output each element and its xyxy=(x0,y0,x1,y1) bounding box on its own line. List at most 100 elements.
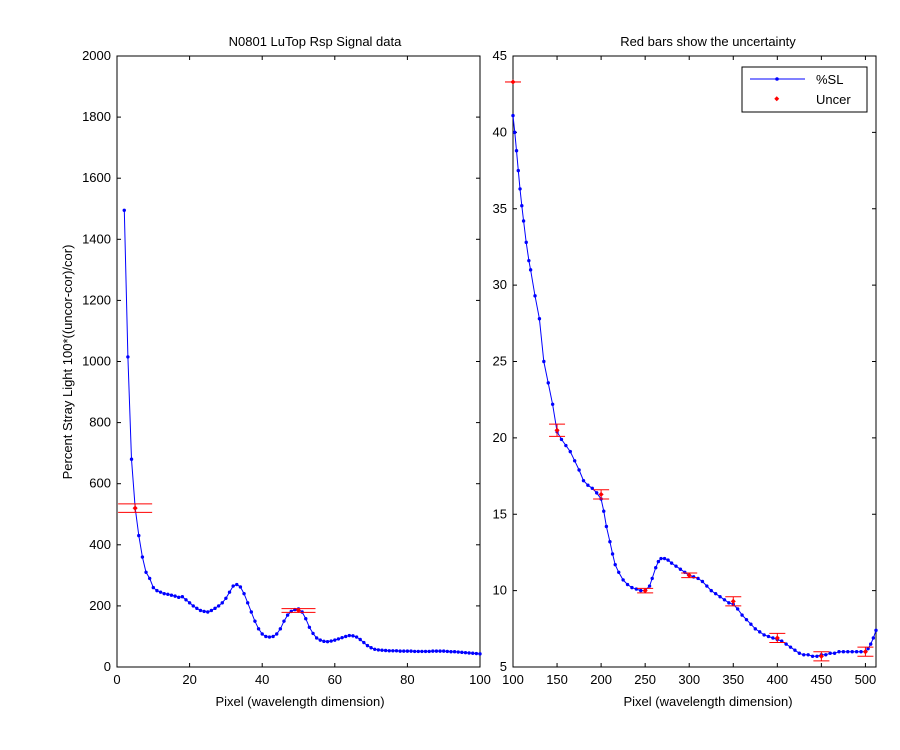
data-point xyxy=(227,590,232,594)
data-point xyxy=(275,632,279,636)
data-point xyxy=(307,625,312,629)
data-point xyxy=(727,601,731,605)
data-point xyxy=(423,649,428,654)
x-tick-label: 100 xyxy=(502,672,524,687)
data-point xyxy=(674,564,678,568)
y-tick-label: 35 xyxy=(493,201,507,216)
data-point xyxy=(533,294,537,298)
data-point xyxy=(177,595,181,600)
left-chart: N0801 LuTop Rsp Signal data Pixel (wavel… xyxy=(60,34,491,709)
data-point xyxy=(282,619,286,623)
data-point xyxy=(639,588,643,593)
data-point xyxy=(832,651,837,655)
data-point xyxy=(718,595,722,599)
data-point xyxy=(140,555,145,559)
data-point xyxy=(617,570,621,574)
data-point xyxy=(654,566,658,570)
data-point xyxy=(191,604,195,608)
data-point xyxy=(416,649,420,654)
y-tick-label: 25 xyxy=(493,354,507,369)
data-point xyxy=(709,588,713,593)
data-point xyxy=(438,649,442,653)
data-point xyxy=(602,509,606,513)
data-point xyxy=(235,582,239,587)
left-chart-title: N0801 LuTop Rsp Signal data xyxy=(229,34,403,49)
data-point xyxy=(524,240,528,245)
data-point xyxy=(329,639,333,643)
data-point xyxy=(180,595,185,599)
x-tick-label: 350 xyxy=(722,672,744,687)
data-point xyxy=(613,562,617,567)
y-tick-label: 1400 xyxy=(82,231,111,246)
data-point xyxy=(369,646,373,650)
data-point xyxy=(151,585,155,590)
data-point xyxy=(340,635,344,640)
data-point xyxy=(256,627,261,631)
data-point xyxy=(169,593,174,597)
data-point xyxy=(666,558,670,562)
data-point xyxy=(206,610,210,614)
data-point xyxy=(630,585,634,590)
data-point xyxy=(173,594,177,598)
data-point xyxy=(387,649,391,653)
x-tick-label: 0 xyxy=(113,672,120,687)
data-point xyxy=(869,642,873,646)
data-point xyxy=(771,636,775,640)
data-point xyxy=(520,203,524,208)
data-point xyxy=(590,486,594,490)
data-point xyxy=(376,648,381,652)
data-point xyxy=(797,651,802,655)
data-point xyxy=(285,613,290,617)
uncertainty-marker xyxy=(818,653,824,659)
legend-line-marker xyxy=(775,77,779,81)
data-point xyxy=(516,168,520,173)
data-point xyxy=(231,584,235,588)
data-point xyxy=(184,598,188,602)
right-chart-title: Red bars show the uncertainty xyxy=(620,34,796,49)
data-point xyxy=(373,647,377,651)
y-tick-label: 600 xyxy=(89,476,111,491)
data-point xyxy=(647,584,652,588)
uncertainty-marker xyxy=(554,427,560,433)
uncertainty-marker xyxy=(730,598,736,604)
x-tick-label: 80 xyxy=(400,672,414,687)
data-point xyxy=(267,635,272,639)
data-point xyxy=(155,588,159,593)
legend-label-uncer: Uncer xyxy=(816,92,851,107)
x-tick-label: 200 xyxy=(590,672,612,687)
data-point xyxy=(260,632,264,636)
data-point xyxy=(474,651,479,656)
data-point xyxy=(405,649,410,653)
data-point xyxy=(866,646,870,651)
data-point xyxy=(427,649,431,654)
data-point xyxy=(431,649,435,653)
data-point xyxy=(238,585,243,589)
legend-label-sl: %SL xyxy=(816,72,843,87)
data-point xyxy=(610,552,615,556)
data-point xyxy=(846,650,850,654)
series-line xyxy=(512,115,877,657)
data-point xyxy=(249,610,254,614)
data-point xyxy=(304,617,308,621)
data-point xyxy=(460,650,464,655)
data-point xyxy=(705,584,709,588)
data-point xyxy=(402,649,406,653)
y-tick-label: 2000 xyxy=(82,48,111,63)
legend-box xyxy=(741,66,868,113)
uncertainty-marker xyxy=(132,505,138,511)
data-point xyxy=(793,648,797,652)
right-x-axis-label: Pixel (wavelength dimension) xyxy=(623,694,792,709)
x-tick-label: 500 xyxy=(855,672,877,687)
data-point xyxy=(595,491,599,495)
data-point xyxy=(546,381,550,385)
uncertainty-marker xyxy=(598,491,604,497)
y-tick-label: 40 xyxy=(493,124,507,139)
legend: %SL Uncer xyxy=(741,66,868,113)
data-point xyxy=(471,651,475,655)
data-point xyxy=(810,654,815,659)
data-point xyxy=(412,649,417,654)
data-point xyxy=(802,653,806,657)
right-axis-ticks: 100 150 200 250 300 350 400 450 500 5 10 15 20 25 30 35… xyxy=(493,48,877,687)
data-point xyxy=(514,149,519,153)
